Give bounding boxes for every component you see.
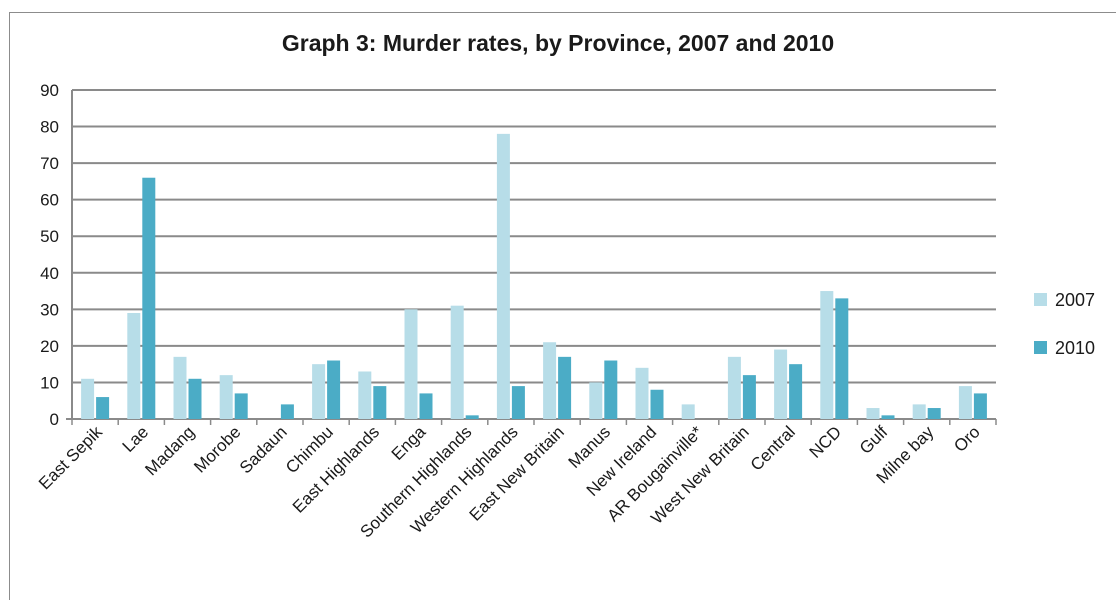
x-category-label: Oro xyxy=(950,422,983,455)
bar-2010-3 xyxy=(234,393,248,419)
bar-2007-5 xyxy=(312,364,326,419)
y-tick-label: 60 xyxy=(40,191,59,210)
bar-2007-3 xyxy=(219,375,233,419)
bar-2010-11 xyxy=(604,360,618,419)
bar-2010-12 xyxy=(650,389,664,419)
bar-2010-8 xyxy=(465,415,479,419)
bar-2007-0 xyxy=(81,378,95,419)
y-tick-label: 70 xyxy=(40,154,59,173)
chart-title: Graph 3: Murder rates, by Province, 2007… xyxy=(281,30,835,56)
legend-swatch-2007 xyxy=(1034,293,1047,306)
bar-2010-7 xyxy=(419,393,433,419)
x-category-label: Enga xyxy=(388,422,430,464)
bar-2010-16 xyxy=(835,298,849,419)
y-tick-label: 30 xyxy=(40,300,59,319)
bar-2007-16 xyxy=(820,291,834,419)
bar-2007-10 xyxy=(543,342,557,419)
bar-2007-15 xyxy=(774,349,788,419)
bar-2010-6 xyxy=(373,386,387,419)
y-tick-label: 40 xyxy=(40,264,59,283)
x-category-label: Sadaun xyxy=(236,422,291,477)
bar-2007-1 xyxy=(127,312,141,419)
y-tick-label: 50 xyxy=(40,227,59,246)
y-tick-label: 10 xyxy=(40,373,59,392)
bar-2007-13 xyxy=(681,404,695,419)
x-category-label: Lae xyxy=(119,422,152,455)
bar-2007-14 xyxy=(727,356,741,419)
bar-2007-17 xyxy=(866,408,880,419)
bar-2010-0 xyxy=(96,397,110,419)
chart-frame xyxy=(9,12,1116,600)
bar-2007-2 xyxy=(173,356,187,419)
legend-label-2007: 2007 xyxy=(1055,290,1095,310)
legend-swatch-2010 xyxy=(1034,341,1047,354)
x-category-label: Morobe xyxy=(190,422,244,476)
bar-2007-8 xyxy=(450,305,464,419)
x-category-label: NCD xyxy=(806,422,845,461)
y-tick-label: 0 xyxy=(50,410,59,429)
x-category-label: Gulf xyxy=(856,422,892,458)
bar-2010-1 xyxy=(142,177,156,419)
x-category-label: Central xyxy=(747,422,799,474)
bar-2010-14 xyxy=(742,375,756,419)
bar-2010-5 xyxy=(327,360,341,419)
bar-2010-10 xyxy=(558,356,572,419)
y-tick-label: 90 xyxy=(40,81,59,100)
bar-2007-12 xyxy=(635,367,649,419)
y-tick-label: 80 xyxy=(40,118,59,137)
bar-2007-9 xyxy=(496,133,510,419)
bar-2010-18 xyxy=(927,408,941,419)
bar-2007-19 xyxy=(958,386,972,419)
bar-2007-7 xyxy=(404,309,418,419)
bar-2010-15 xyxy=(789,364,803,419)
y-tick-label: 20 xyxy=(40,337,59,356)
bar-2010-9 xyxy=(511,386,525,419)
legend-label-2010: 2010 xyxy=(1055,338,1095,358)
x-category-label: East Sepik xyxy=(35,422,106,493)
bar-2007-11 xyxy=(589,382,603,419)
bar-2010-19 xyxy=(973,393,987,419)
bar-2010-2 xyxy=(188,378,202,419)
x-category-label: Madang xyxy=(141,422,198,479)
bar-2010-17 xyxy=(881,415,895,419)
bar-2007-6 xyxy=(358,371,372,419)
bar-2007-18 xyxy=(912,404,926,419)
bar-2010-4 xyxy=(280,404,294,419)
